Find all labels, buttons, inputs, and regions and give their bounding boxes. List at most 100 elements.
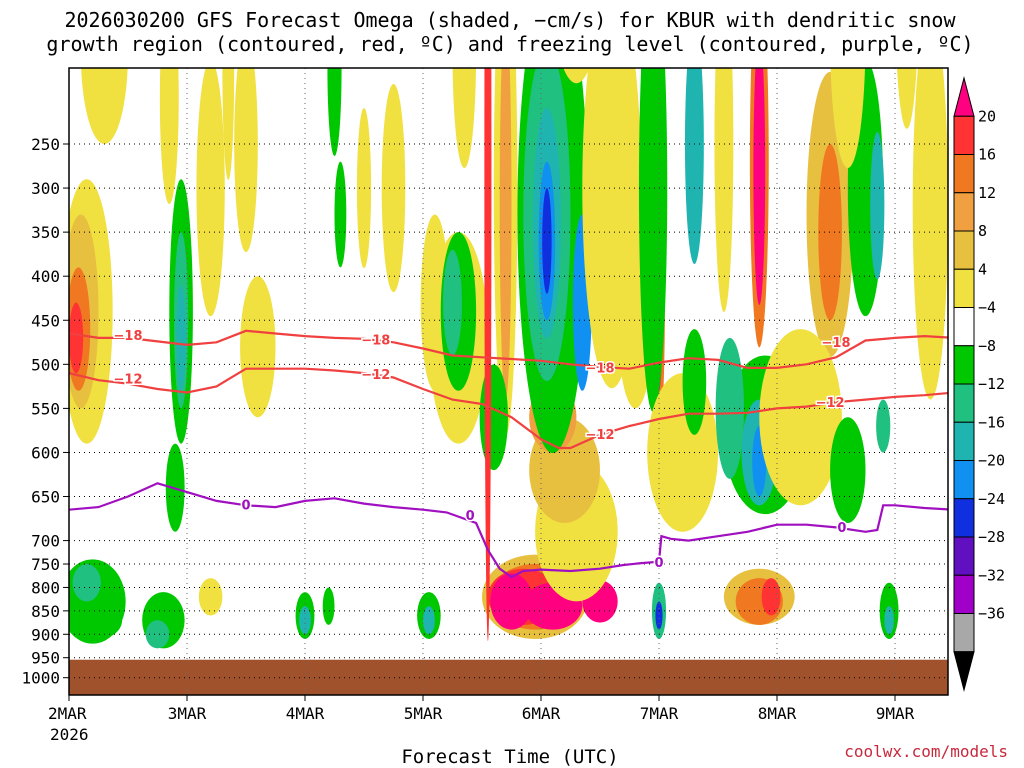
chart-title: 2026030200 GFS Forecast Omega (shaded, −…	[46, 8, 973, 56]
y-tick-label-500: 500	[31, 355, 60, 374]
colorbar-swatch-9	[953, 421, 975, 461]
colorbar-label-9: −20	[978, 452, 1005, 470]
dgz-minus-18-label-1: −18	[361, 334, 390, 349]
colorbar-swatch-7	[953, 345, 975, 385]
y-tick-label-1000: 1000	[21, 669, 60, 688]
colorbar-label-11: −28	[978, 528, 1005, 546]
y-axis: 250 300 350 400 450 500 550 600 650 700 750 800 850 9…	[21, 135, 69, 688]
y-tick-label-450: 450	[31, 311, 60, 330]
y-tick-label-750: 750	[31, 555, 60, 574]
dgz-minus-18-label-3: −18	[822, 336, 851, 351]
colorbar-label-10: −24	[978, 490, 1005, 508]
omega-region-33	[452, 68, 476, 168]
omega-region-78	[818, 144, 842, 321]
omega-region-12	[176, 285, 186, 391]
omega-region-81	[870, 131, 885, 280]
colorbar-swatch-12	[953, 536, 975, 576]
omega-region-83	[884, 606, 894, 635]
x-tick-label-5mar: 5MAR	[404, 704, 443, 723]
colorbar-swatch-6	[953, 307, 975, 347]
colorbar-label-12: −32	[978, 566, 1005, 584]
colorbar-label-13: −36	[978, 605, 1005, 623]
title-line-1: 2026030200 GFS Forecast Omega (shaded, −…	[64, 8, 956, 32]
omega-region-38	[499, 68, 512, 400]
omega-region-4	[81, 68, 128, 144]
omega-region-25	[327, 68, 342, 156]
x-tick-label-2mar: 2MAR	[48, 704, 87, 723]
omega-region-9	[74, 601, 123, 639]
omega-region-15	[222, 68, 235, 180]
freezing-level-label-1: 0	[466, 509, 475, 524]
omega-region-24	[322, 587, 335, 625]
omega-region-13	[159, 68, 179, 205]
y-tick-label-850: 850	[31, 602, 60, 621]
omega-region-8	[72, 564, 101, 602]
omega-region-57	[563, 68, 590, 84]
omega-region-58	[484, 68, 492, 641]
colorbar-swatch-5	[953, 268, 975, 308]
omega-region-67	[753, 68, 766, 305]
y-tick-label-600: 600	[31, 443, 60, 462]
colorbar-swatch-2	[953, 154, 975, 194]
y-tick-label-300: 300	[31, 179, 60, 198]
y-tick-label-650: 650	[31, 488, 60, 507]
colorbar-label-5: −4	[978, 299, 996, 317]
omega-region-32	[423, 606, 435, 635]
x-tick-label-8mar: 8MAR	[758, 704, 797, 723]
y-tick-label-800: 800	[31, 578, 60, 597]
y-tick-label-700: 700	[31, 532, 60, 551]
colorbar-swatch-14	[953, 613, 975, 653]
dgz-minus-18-contour	[69, 329, 948, 370]
x-axis-label: Forecast Time (UTC)	[401, 746, 618, 768]
dgz-minus-12-contour	[69, 367, 948, 450]
omega-region-3	[69, 302, 84, 374]
omega-region-18	[198, 578, 223, 616]
y-tick-label-400: 400	[31, 267, 60, 286]
omega-region-14	[196, 68, 225, 317]
colorbar-swatch-1	[953, 115, 975, 155]
dgz-minus-18-label-0: −18	[114, 329, 143, 344]
omega-region-62	[655, 601, 663, 630]
x-axis-year: 2026	[50, 725, 89, 744]
omega-region-39	[479, 364, 508, 471]
colorbar-label-4: 4	[978, 260, 987, 278]
freezing-level-label-0: 0	[241, 498, 250, 513]
colorbar-swatch-4	[953, 230, 975, 270]
omega-region-36	[443, 249, 462, 356]
freezing-level-label-3: 0	[654, 556, 663, 571]
omega-region-86	[896, 68, 917, 129]
omega-field	[69, 68, 948, 695]
colorbar-label-1: 16	[978, 146, 996, 164]
colorbar-swatch-8	[953, 383, 975, 423]
omega-region-76	[682, 329, 707, 435]
omega-region-63	[638, 68, 668, 413]
omega-region-88	[830, 417, 866, 523]
title-line-2: growth region (contoured, red, ºC) and f…	[46, 32, 973, 56]
omega-region-84	[830, 68, 866, 168]
colorbar-swatch-3	[953, 192, 975, 232]
omega-region-53	[542, 188, 552, 294]
omega-region-23	[299, 606, 311, 635]
plot-area: 0 0 0 0 −18 −18 −18 −18 −12 −12 −12 −12	[68, 67, 949, 696]
omega-region-28	[381, 83, 406, 293]
colorbar-swatch-15	[953, 651, 975, 692]
colorbar-label-6: −8	[978, 337, 996, 355]
omega-region-89	[876, 399, 891, 453]
y-tick-label-900: 900	[31, 625, 60, 644]
omega-region-27	[334, 161, 347, 268]
freezing-level-label-2: 0	[837, 521, 846, 536]
colorbar-label-8: −16	[978, 413, 1005, 431]
dgz-minus-12-label-0: −12	[114, 372, 143, 387]
colorbar-swatch-11	[953, 498, 975, 538]
omega-region-21	[234, 68, 258, 253]
dgz-minus-12-label-3: −12	[816, 396, 845, 411]
dgz-minus-12-label-2: −12	[586, 428, 615, 443]
colorbar-swatch-10	[953, 460, 975, 500]
x-tick-label-9mar: 9MAR	[876, 704, 915, 723]
y-tick-label-550: 550	[31, 399, 60, 418]
omega-region-79	[759, 329, 842, 506]
y-tick-label-950: 950	[31, 649, 60, 668]
x-tick-label-6mar: 6MAR	[522, 704, 561, 723]
omega-region-20	[240, 276, 276, 418]
